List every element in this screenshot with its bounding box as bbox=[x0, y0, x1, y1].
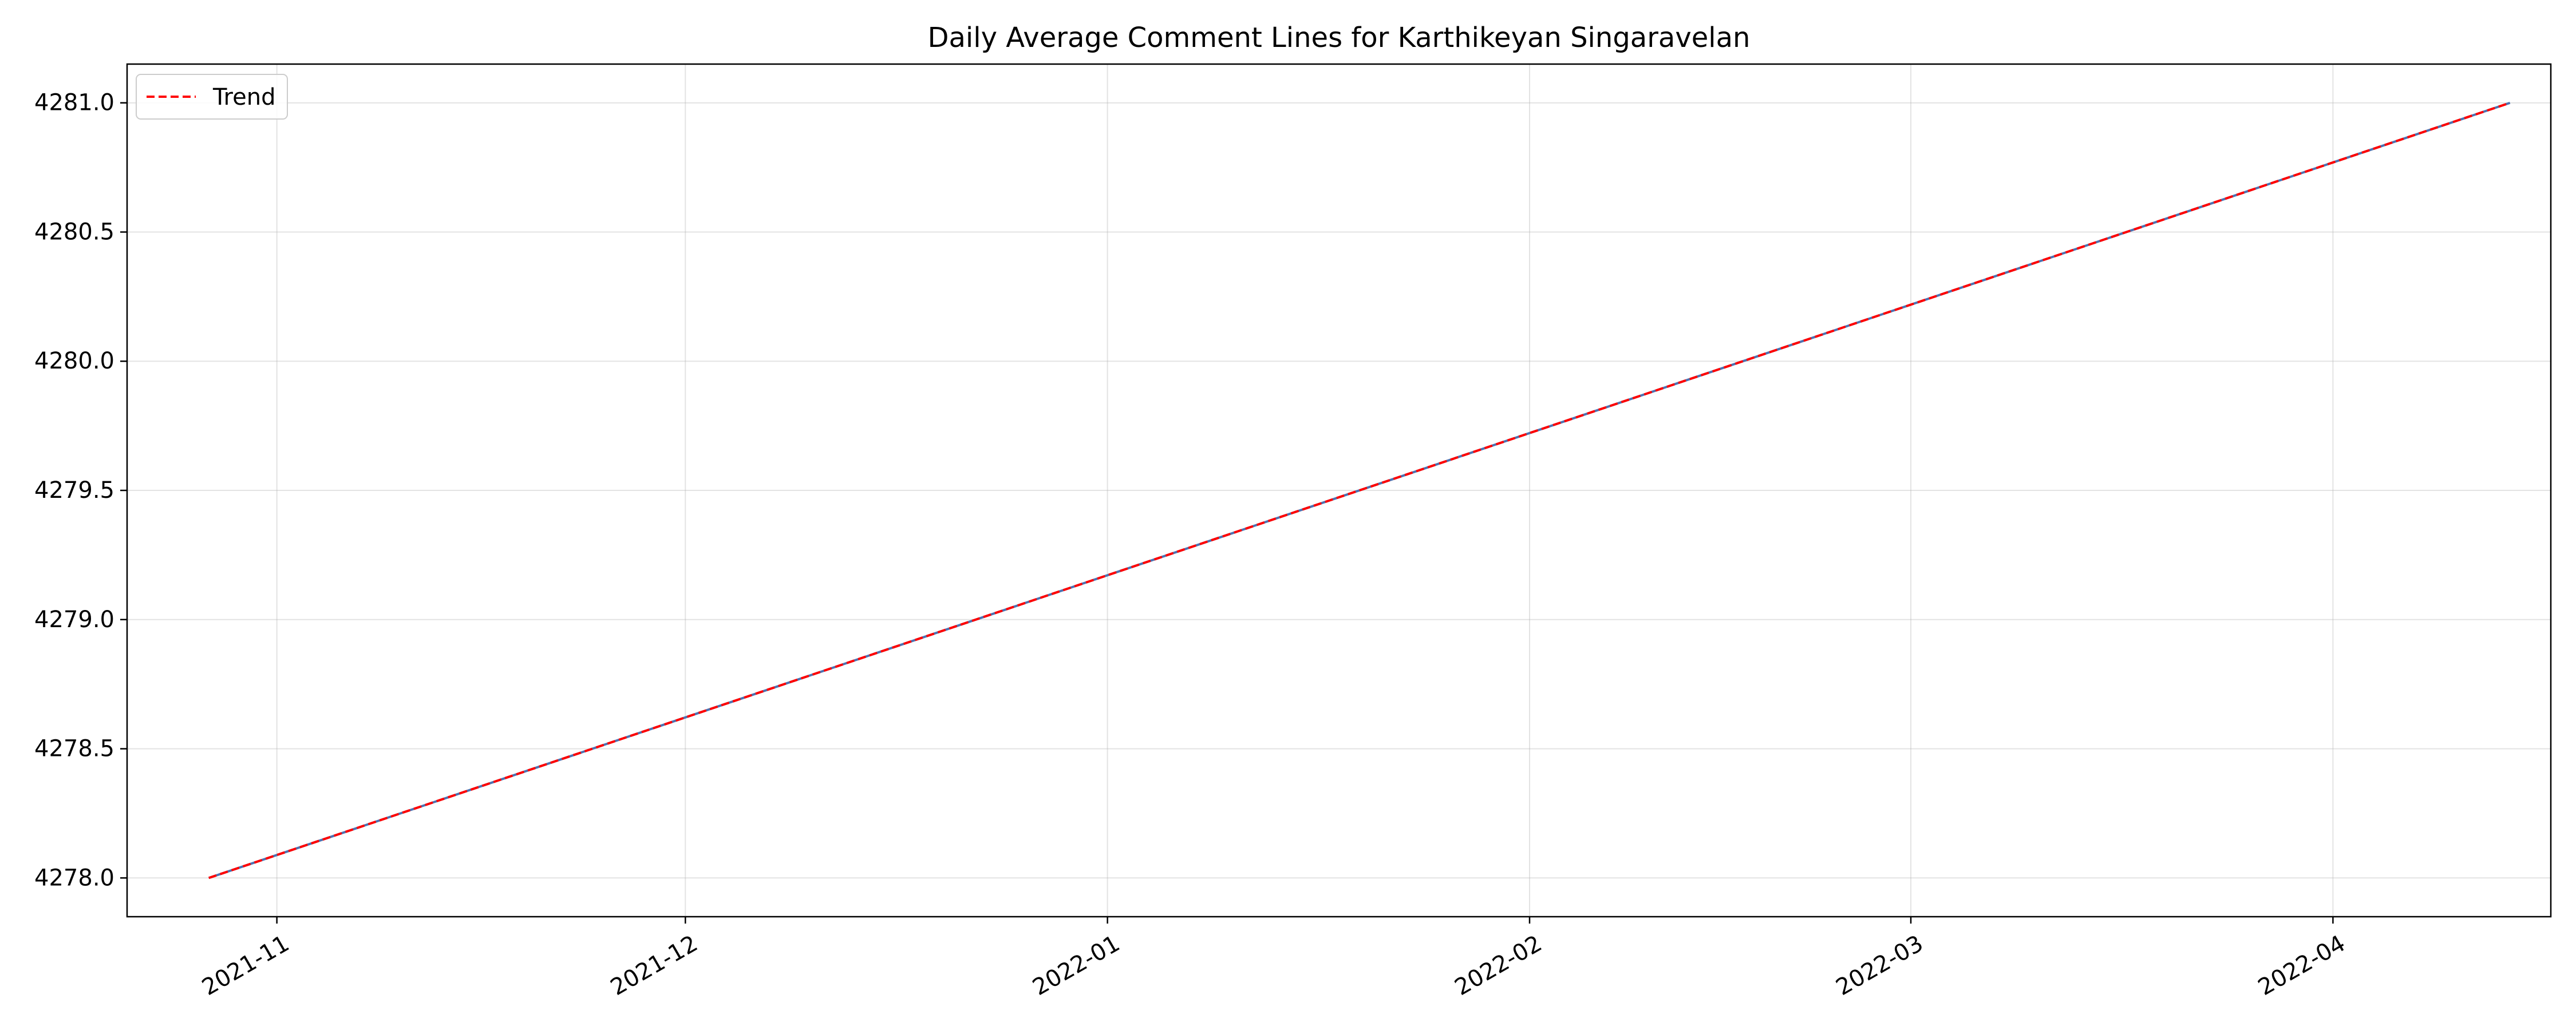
y-axis: 4278.0 4278.5 4279.0 4279.5 4280.0 4280.5 4281… bbox=[34, 90, 127, 891]
legend-box bbox=[136, 74, 288, 120]
trend-line bbox=[208, 101, 2511, 880]
y-tick-label: 4280.0 bbox=[34, 348, 114, 374]
y-tick-label: 4279.0 bbox=[34, 607, 114, 633]
y-tick-label: 4278.5 bbox=[34, 736, 114, 762]
grid bbox=[127, 64, 2551, 917]
legend: Trend bbox=[136, 74, 288, 120]
y-tick-label: 4281.0 bbox=[34, 90, 114, 116]
chart-title: Daily Average Comment Lines for Karthike… bbox=[928, 22, 1751, 54]
y-tick-label: 4278.0 bbox=[34, 865, 114, 891]
plot-series bbox=[208, 101, 2511, 880]
y-tick-label: 4279.5 bbox=[34, 477, 114, 504]
legend-trend-label: Trend bbox=[212, 84, 275, 110]
y-tick-label: 4280.5 bbox=[34, 219, 114, 245]
